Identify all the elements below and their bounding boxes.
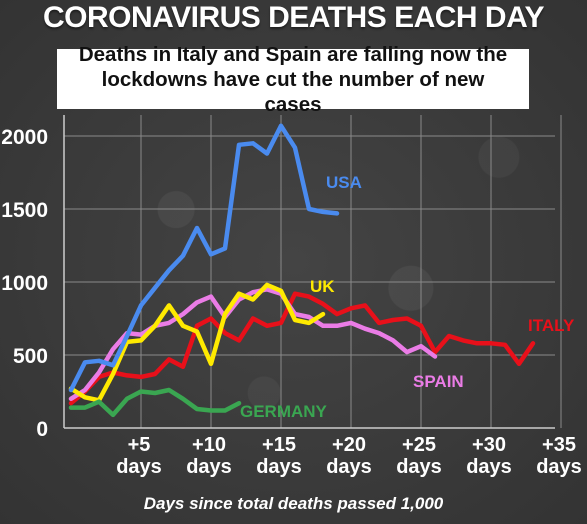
x-tick-label: +30 (472, 434, 506, 456)
x-tick-label: +5 (128, 434, 151, 456)
chart-title: CORONAVIRUS DEATHS EACH DAY (43, 1, 545, 34)
series-line-usa (68, 123, 340, 393)
subtitle-box: Deaths in Italy and Spain are falling no… (57, 43, 529, 116)
series-line-uk (68, 282, 326, 403)
x-tick-unit: days (466, 456, 512, 478)
series-label-uk: UK (310, 277, 335, 296)
y-tick-label: 2000 (1, 126, 48, 149)
series-line-germany (68, 387, 242, 418)
y-tick-label: 1500 (1, 199, 48, 222)
series-line-italy (68, 291, 536, 406)
x-tick-unit: days (396, 456, 442, 478)
x-tick-unit: days (326, 456, 372, 478)
y-tick-label: 0 (36, 418, 48, 441)
x-tick-label: +20 (332, 434, 366, 456)
x-tick-unit: days (536, 456, 582, 478)
x-tick-label: +25 (402, 434, 436, 456)
x-tick-label: +15 (262, 434, 296, 456)
x-tick-label: +35 (542, 434, 576, 456)
series-label-usa: USA (326, 173, 362, 192)
x-tick-label: +10 (192, 434, 226, 456)
chart-subtitle: Deaths in Italy and Spain are falling no… (78, 42, 508, 116)
series-label-germany: GERMANY (240, 402, 328, 421)
x-axis-label: Days since total deaths passed 1,000 (143, 494, 444, 513)
x-tick-unit: days (116, 456, 162, 478)
x-tick-unit: days (186, 456, 232, 478)
series-line-spain (68, 287, 438, 402)
series-label-spain: SPAIN (413, 372, 464, 391)
series-label-italy: ITALY (528, 316, 575, 335)
x-tick-unit: days (256, 456, 302, 478)
y-tick-label: 1000 (1, 272, 48, 295)
y-tick-label: 500 (13, 345, 48, 368)
